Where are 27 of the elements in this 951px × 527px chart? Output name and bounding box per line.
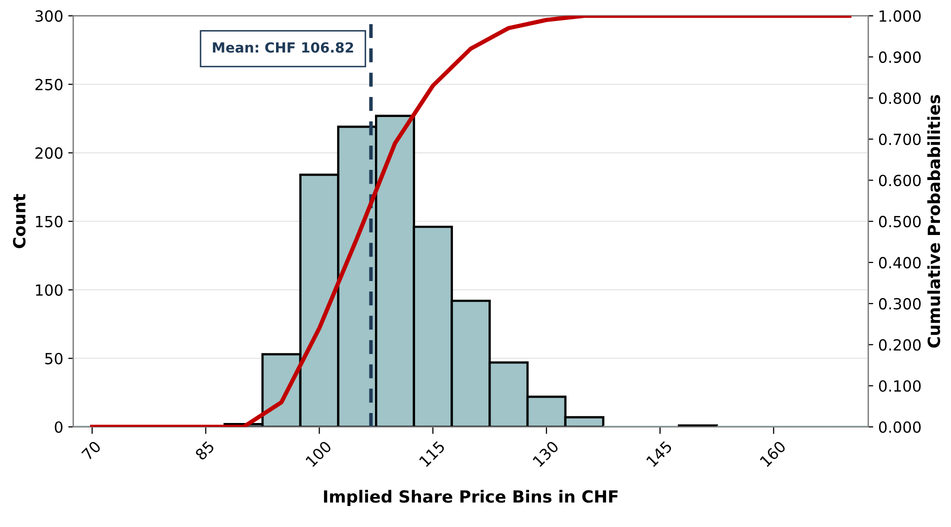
- y-tick-label: 0: [54, 421, 62, 433]
- y2-tick-label: 1.000: [880, 10, 921, 22]
- y2-tick-label: 0.600: [878, 174, 921, 186]
- y2-tick-label: 0.700: [878, 134, 921, 146]
- y-tick-label: 50: [45, 352, 62, 364]
- y-axis-title: Count: [12, 194, 26, 248]
- ref-line-label: Mean: CHF 106.82: [212, 42, 354, 53]
- y2-tick-label: 0.500: [878, 216, 921, 228]
- x-axis-title: Implied Share Price Bins in CHF: [324, 490, 618, 506]
- y2-tick-label: 0.200: [878, 339, 921, 351]
- y-tick-label: 200: [35, 147, 62, 159]
- x-tick-label: 85: [194, 440, 215, 461]
- y2-tick-label: 0.300: [878, 298, 921, 310]
- x-tick-label: 160: [759, 440, 786, 468]
- y2-tick-label: 0.800: [878, 92, 921, 104]
- y2-axis-title: Cumulative Probababilities: [927, 95, 940, 348]
- y-tick-label: 150: [36, 216, 62, 228]
- y2-tick-label: 0.900: [878, 51, 921, 63]
- y-tick-label: 300: [36, 10, 62, 22]
- y2-tick-label: 0.000: [878, 421, 921, 433]
- y2-tick-label: 0.400: [878, 256, 921, 268]
- x-tick-label: 130: [532, 440, 560, 468]
- y-tick-label: 100: [36, 284, 62, 296]
- x-tick-label: 100: [305, 440, 332, 468]
- x-tick-label: 70: [81, 440, 102, 461]
- y2-tick-label: 0.100: [878, 380, 921, 392]
- y-tick-label: 250: [35, 78, 62, 90]
